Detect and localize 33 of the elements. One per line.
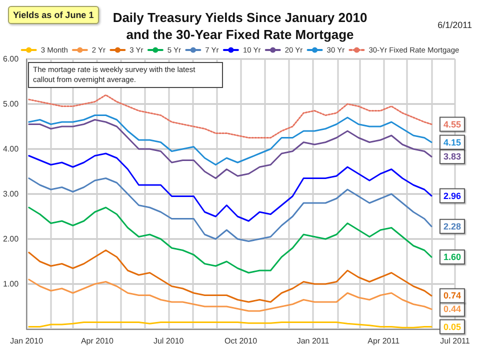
line-series bbox=[28, 119, 432, 179]
y-tick-label: 2.00 bbox=[2, 234, 20, 244]
line-series bbox=[28, 94, 432, 138]
data-label: 0.44 bbox=[443, 304, 461, 314]
data-label: 2.96 bbox=[443, 190, 461, 201]
text: 6/1/2011 bbox=[438, 20, 472, 30]
x-tick-label: Apr 2010 bbox=[80, 336, 114, 346]
line-series bbox=[28, 278, 432, 312]
data-label: 1.60 bbox=[443, 252, 461, 262]
line-series bbox=[28, 152, 432, 222]
data-label: 3.83 bbox=[443, 152, 461, 162]
x-tick-label: Jan 2011 bbox=[296, 336, 330, 346]
chart-title: Daily Treasury Yields Since January 2010 and the 30-Year Fixed Rate Mortgage bbox=[112, 10, 368, 42]
data-label: 0.05 bbox=[443, 322, 461, 332]
y-tick-label: 4.00 bbox=[2, 144, 20, 154]
data-label: 4.55 bbox=[443, 119, 461, 130]
data-label: 0.74 bbox=[443, 290, 461, 301]
x-tick-label: Jul 2011 bbox=[440, 336, 470, 346]
x-tick-label: Apr 2011 bbox=[368, 336, 400, 346]
y-tick-label: 3.00 bbox=[2, 190, 20, 198]
y-tick-label: 5.00 bbox=[2, 100, 20, 108]
x-tick-label: Jan 2010 bbox=[10, 336, 44, 346]
line-series bbox=[28, 178, 432, 242]
data-label: 4.15 bbox=[443, 137, 461, 148]
data-label: 2.28 bbox=[443, 221, 461, 232]
x-tick-label: Jul 2010 bbox=[153, 336, 184, 346]
y-tick-label: 1.00 bbox=[2, 280, 20, 288]
y-tick-label: 6.00 bbox=[2, 54, 20, 64]
x-tick-label: Oct 2010 bbox=[224, 336, 258, 346]
note-box: Yields as of June 1 bbox=[8, 6, 99, 24]
line-series bbox=[28, 250, 432, 303]
line-series bbox=[28, 114, 432, 166]
line-series bbox=[28, 206, 432, 274]
